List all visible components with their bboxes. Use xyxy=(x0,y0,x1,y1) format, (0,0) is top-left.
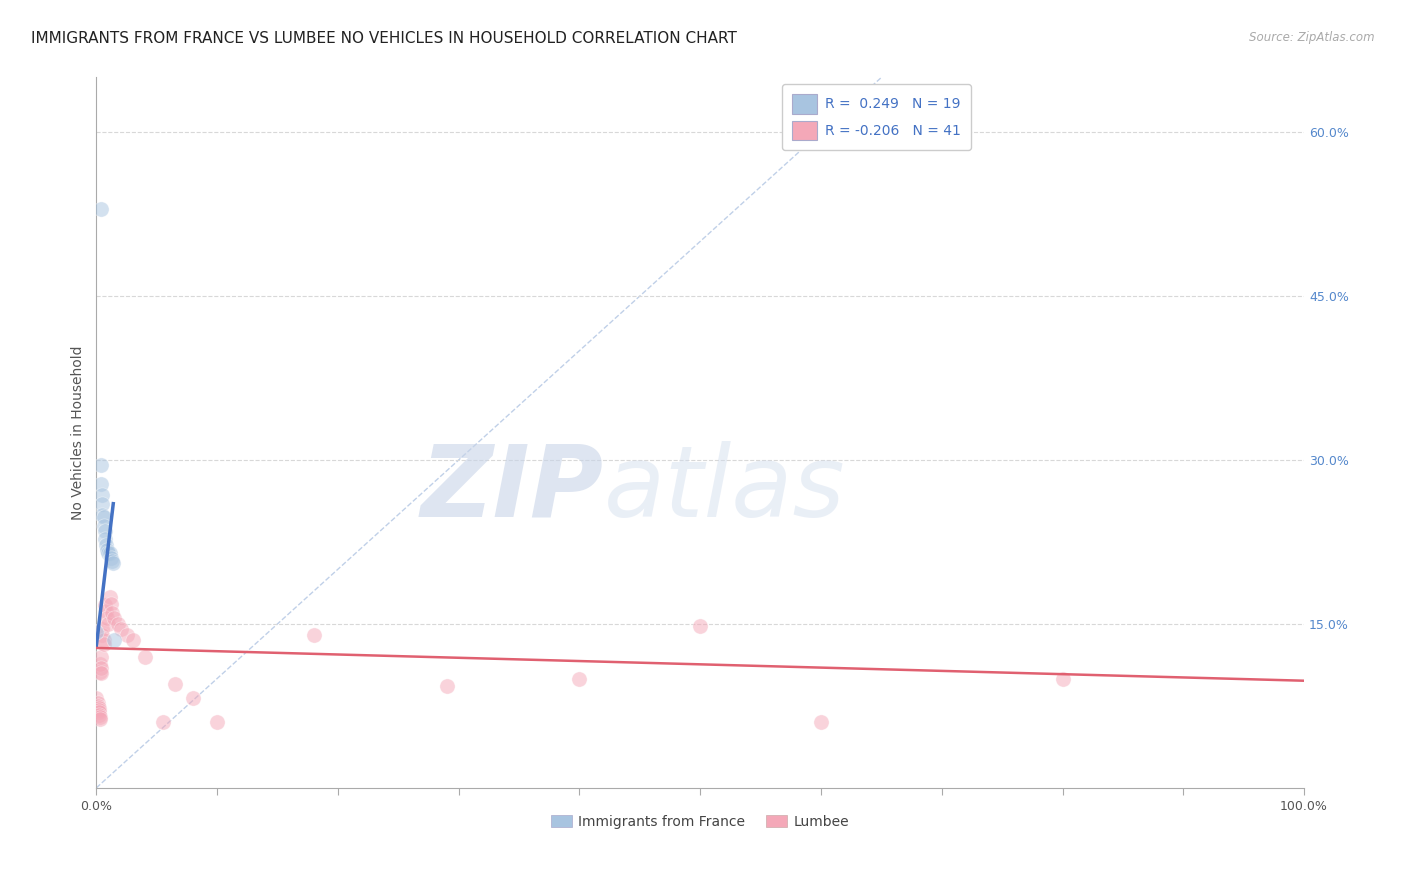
Point xyxy=(87,701,110,715)
Point xyxy=(91,508,114,522)
Text: atlas: atlas xyxy=(603,441,845,538)
Point xyxy=(103,611,125,625)
Point xyxy=(568,672,591,686)
Point xyxy=(87,703,110,717)
Point xyxy=(93,509,115,524)
Point xyxy=(100,597,122,611)
Point xyxy=(94,532,117,546)
Point xyxy=(98,590,121,604)
Point xyxy=(93,518,115,533)
Point xyxy=(90,202,112,216)
Point xyxy=(89,657,111,672)
Legend: Immigrants from France, Lumbee: Immigrants from France, Lumbee xyxy=(546,809,855,834)
Point xyxy=(97,546,120,560)
Point xyxy=(91,488,114,502)
Point xyxy=(87,707,110,722)
Point xyxy=(91,497,114,511)
Point xyxy=(205,715,228,730)
Point xyxy=(121,633,143,648)
Point xyxy=(107,616,129,631)
Y-axis label: No Vehicles in Household: No Vehicles in Household xyxy=(72,345,86,520)
Point xyxy=(96,611,118,625)
Point xyxy=(86,698,108,713)
Point xyxy=(90,477,112,491)
Point xyxy=(689,619,711,633)
Point xyxy=(163,677,186,691)
Point xyxy=(86,696,108,710)
Point xyxy=(90,660,112,674)
Point xyxy=(436,679,458,693)
Point xyxy=(86,624,108,639)
Point xyxy=(100,551,122,566)
Point xyxy=(91,628,114,642)
Point xyxy=(97,616,120,631)
Point xyxy=(103,556,125,570)
Point xyxy=(115,628,138,642)
Point xyxy=(101,553,124,567)
Point xyxy=(103,633,125,648)
Point xyxy=(134,649,156,664)
Point xyxy=(89,712,111,726)
Point xyxy=(86,691,108,706)
Point xyxy=(94,604,117,618)
Point xyxy=(101,606,124,620)
Text: IMMIGRANTS FROM FRANCE VS LUMBEE NO VEHICLES IN HOUSEHOLD CORRELATION CHART: IMMIGRANTS FROM FRANCE VS LUMBEE NO VEHI… xyxy=(31,31,737,46)
Point xyxy=(94,538,117,552)
Point xyxy=(90,458,112,473)
Point xyxy=(152,715,174,730)
Point xyxy=(110,623,132,637)
Text: Source: ZipAtlas.com: Source: ZipAtlas.com xyxy=(1250,31,1375,45)
Point xyxy=(181,691,204,706)
Point xyxy=(810,715,832,730)
Point xyxy=(98,546,121,560)
Point xyxy=(91,623,114,637)
Point xyxy=(90,649,112,664)
Text: ZIP: ZIP xyxy=(420,441,603,538)
Point xyxy=(90,666,112,681)
Point xyxy=(93,636,115,650)
Point xyxy=(1052,672,1074,686)
Point xyxy=(89,665,111,679)
Point xyxy=(94,599,117,613)
Point xyxy=(87,706,110,720)
Point xyxy=(93,633,115,648)
Point xyxy=(302,628,325,642)
Point xyxy=(94,524,117,538)
Point xyxy=(89,710,111,724)
Point xyxy=(96,542,118,557)
